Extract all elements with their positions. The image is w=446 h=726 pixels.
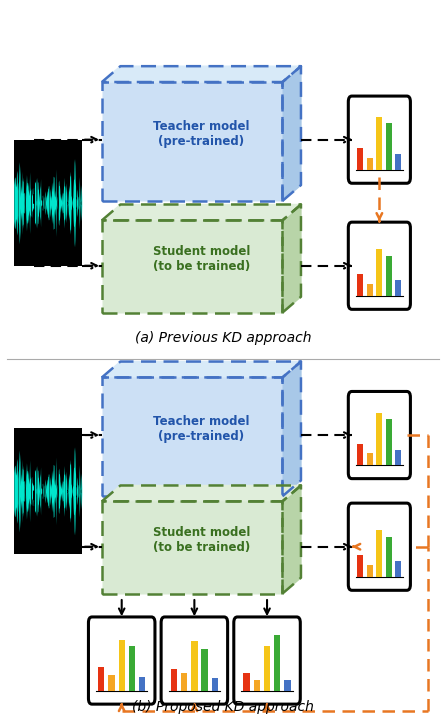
FancyBboxPatch shape — [191, 641, 198, 691]
FancyBboxPatch shape — [244, 674, 250, 691]
FancyBboxPatch shape — [386, 123, 392, 170]
FancyBboxPatch shape — [367, 453, 373, 465]
FancyBboxPatch shape — [348, 96, 410, 183]
FancyBboxPatch shape — [358, 555, 363, 577]
FancyBboxPatch shape — [386, 537, 392, 577]
FancyBboxPatch shape — [98, 667, 104, 691]
FancyBboxPatch shape — [358, 274, 363, 296]
Text: (a) Previous KD approach: (a) Previous KD approach — [135, 331, 311, 345]
Text: Student model
(to be trained): Student model (to be trained) — [153, 526, 250, 553]
FancyBboxPatch shape — [181, 674, 187, 691]
Polygon shape — [282, 66, 301, 201]
FancyBboxPatch shape — [376, 250, 382, 296]
Text: Teacher model
(pre-trained): Teacher model (pre-trained) — [153, 120, 250, 147]
FancyBboxPatch shape — [88, 617, 155, 704]
FancyBboxPatch shape — [395, 561, 401, 577]
FancyBboxPatch shape — [119, 640, 125, 691]
Polygon shape — [102, 66, 301, 82]
Text: Student model
(to be trained): Student model (to be trained) — [153, 245, 250, 272]
FancyBboxPatch shape — [367, 158, 373, 170]
Polygon shape — [102, 205, 301, 221]
FancyBboxPatch shape — [367, 565, 373, 577]
Polygon shape — [102, 486, 301, 502]
FancyBboxPatch shape — [139, 677, 145, 691]
Polygon shape — [282, 205, 301, 313]
FancyBboxPatch shape — [161, 617, 227, 704]
FancyBboxPatch shape — [376, 412, 382, 465]
Polygon shape — [282, 486, 301, 594]
FancyBboxPatch shape — [108, 675, 115, 691]
FancyBboxPatch shape — [386, 256, 392, 296]
Text: Teacher model
(pre-trained): Teacher model (pre-trained) — [153, 415, 250, 443]
FancyBboxPatch shape — [348, 503, 410, 590]
FancyBboxPatch shape — [102, 378, 282, 497]
FancyBboxPatch shape — [376, 531, 382, 577]
FancyBboxPatch shape — [348, 222, 410, 309]
FancyBboxPatch shape — [358, 148, 363, 170]
FancyBboxPatch shape — [14, 428, 82, 554]
FancyBboxPatch shape — [395, 155, 401, 170]
FancyBboxPatch shape — [212, 678, 218, 691]
FancyBboxPatch shape — [102, 82, 282, 201]
FancyBboxPatch shape — [367, 284, 373, 296]
Polygon shape — [102, 362, 301, 378]
FancyBboxPatch shape — [395, 450, 401, 465]
FancyBboxPatch shape — [202, 648, 208, 691]
FancyBboxPatch shape — [102, 502, 282, 594]
FancyBboxPatch shape — [386, 419, 392, 465]
Polygon shape — [282, 362, 301, 497]
FancyBboxPatch shape — [102, 221, 282, 313]
Text: (b) Proposed KD approach: (b) Proposed KD approach — [132, 701, 314, 714]
FancyBboxPatch shape — [234, 617, 300, 704]
FancyBboxPatch shape — [348, 391, 410, 478]
FancyBboxPatch shape — [254, 680, 260, 691]
FancyBboxPatch shape — [171, 669, 177, 691]
FancyBboxPatch shape — [395, 280, 401, 296]
FancyBboxPatch shape — [274, 635, 281, 691]
FancyBboxPatch shape — [129, 646, 135, 691]
FancyBboxPatch shape — [285, 680, 291, 691]
FancyBboxPatch shape — [358, 444, 363, 465]
FancyBboxPatch shape — [376, 117, 382, 170]
FancyBboxPatch shape — [264, 646, 270, 691]
FancyBboxPatch shape — [14, 139, 82, 266]
